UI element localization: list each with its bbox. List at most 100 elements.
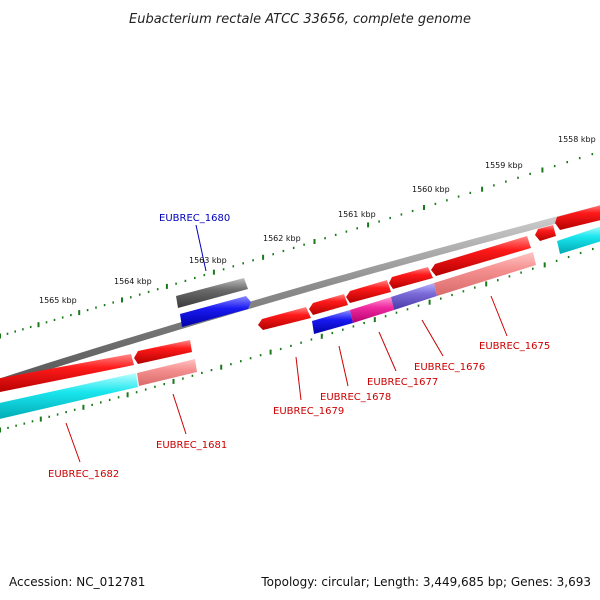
minor-tick	[553, 165, 556, 168]
gene-label-1675[interactable]: EUBREC_1675	[479, 341, 550, 352]
minor-tick	[352, 325, 355, 328]
minor-tick	[440, 297, 442, 300]
major-tick	[39, 416, 42, 422]
major-tick	[481, 186, 484, 192]
genome-backbone	[0, 205, 600, 386]
cds-feature-1678-fwd[interactable]	[309, 294, 348, 315]
minor-tick	[451, 293, 453, 297]
cds-feature-1681-fwd[interactable]	[134, 340, 192, 364]
major-tick	[172, 378, 175, 384]
cyan-feature-1682[interactable]	[0, 373, 138, 420]
purple-feature-1676[interactable]	[391, 283, 437, 310]
minor-tick	[154, 385, 156, 388]
cds-feature-right-small[interactable]	[535, 225, 556, 241]
minor-tick	[175, 282, 177, 285]
minor-tick	[303, 243, 305, 246]
minor-tick	[31, 420, 34, 423]
cds-feature-1679-fwd[interactable]	[258, 307, 311, 330]
gene-label-1681[interactable]: EUBREC_1681	[156, 440, 227, 451]
major-tick	[262, 254, 265, 260]
minor-tick	[103, 304, 106, 307]
minor-tick	[163, 383, 165, 386]
cds-feature-1676-fwd[interactable]	[389, 267, 433, 289]
magenta-feature-1677[interactable]	[350, 297, 394, 323]
minor-tick	[117, 396, 120, 399]
minor-tick	[282, 249, 285, 253]
cds-feature-1677-fwd[interactable]	[346, 280, 391, 303]
minor-tick	[508, 275, 511, 278]
minor-tick	[201, 371, 203, 374]
major-tick	[165, 283, 168, 289]
cds-feature-1682-fwd[interactable]	[0, 354, 134, 393]
minor-tick	[252, 259, 254, 262]
minor-tick	[95, 306, 97, 309]
major-tick	[428, 299, 431, 305]
minor-tick	[292, 246, 295, 249]
blue-feature-1678[interactable]	[312, 310, 353, 334]
gene-label-1677[interactable]: EUBREC_1677	[367, 377, 438, 388]
minor-tick	[400, 213, 403, 216]
grey-feature-1680[interactable]	[176, 278, 248, 308]
major-tick	[485, 281, 488, 287]
gene-label-1678[interactable]: EUBREC_1678	[320, 392, 391, 403]
cds-feature-right-edge[interactable]	[555, 204, 600, 230]
minor-tick	[300, 341, 302, 344]
gene-label-1679[interactable]: EUBREC_1679	[273, 406, 344, 417]
minor-tick	[310, 338, 313, 341]
kbp-label: 1559 kbp	[485, 161, 523, 170]
minor-tick	[378, 220, 380, 223]
minor-tick	[434, 202, 437, 205]
minor-tick	[331, 331, 334, 335]
major-tick	[0, 333, 1, 339]
minor-tick	[356, 227, 358, 230]
pink-feature-1681[interactable]	[137, 359, 197, 386]
minor-tick	[457, 195, 460, 198]
major-tick	[82, 404, 85, 410]
minor-tick	[259, 354, 262, 357]
minor-tick	[578, 157, 581, 160]
minor-tick	[6, 332, 9, 335]
major-tick	[367, 222, 370, 228]
kbp-label: 1562 kbp	[263, 234, 301, 243]
minor-tick	[14, 330, 16, 333]
gene-label-1676[interactable]: EUBREC_1676	[414, 362, 485, 373]
minor-tick	[91, 403, 93, 406]
minor-tick	[184, 279, 187, 282]
minor-tick	[210, 369, 213, 372]
reverse-strand-features	[0, 225, 600, 420]
minor-tick	[222, 268, 225, 271]
kbp-label: 1563 kbp	[189, 256, 227, 265]
major-tick	[220, 364, 223, 370]
major-tick	[541, 167, 544, 173]
major-tick	[423, 205, 425, 210]
pink-feature-1675[interactable]	[434, 252, 536, 296]
gene-label-1682[interactable]: EUBREC_1682	[48, 469, 119, 480]
minor-tick	[108, 398, 111, 401]
minor-tick	[73, 408, 76, 411]
leader-line-1676	[421, 319, 444, 357]
minor-tick	[417, 304, 420, 307]
major-tick	[373, 317, 376, 323]
minor-tick	[324, 237, 326, 240]
inner-tick-ring	[0, 247, 594, 433]
leader-line-1680	[195, 224, 207, 272]
cyan-feature-right[interactable]	[557, 225, 600, 254]
gene-label-1680[interactable]: EUBREC_1680	[159, 213, 230, 224]
minor-tick	[156, 288, 159, 291]
feature-1680-group	[176, 278, 251, 327]
major-tick	[126, 392, 129, 398]
minor-tick	[48, 415, 50, 418]
major-tick	[0, 427, 1, 433]
minor-tick	[230, 363, 232, 366]
minor-tick	[363, 321, 365, 325]
minor-tick	[65, 411, 67, 414]
minor-tick	[182, 377, 184, 380]
outer-tick-ring	[0, 153, 594, 339]
minor-tick	[567, 255, 570, 259]
minor-tick	[86, 309, 89, 312]
kbp-label: 1560 kbp	[412, 185, 450, 194]
blue-feature-1680[interactable]	[180, 296, 251, 327]
cds-feature-1675-fwd[interactable]	[431, 236, 531, 276]
kbp-label: 1564 kbp	[114, 277, 152, 286]
